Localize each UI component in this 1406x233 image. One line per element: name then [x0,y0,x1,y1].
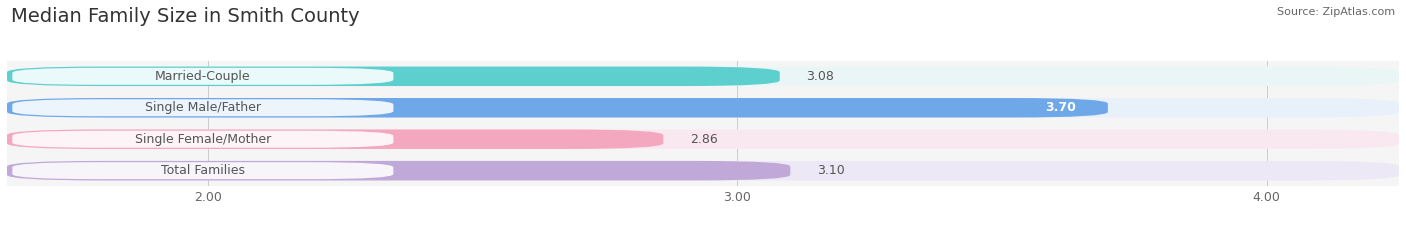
FancyBboxPatch shape [13,99,394,116]
Text: Single Female/Mother: Single Female/Mother [135,133,271,146]
FancyBboxPatch shape [13,68,394,85]
FancyBboxPatch shape [7,161,790,180]
Text: 3.70: 3.70 [1045,101,1076,114]
Text: 2.86: 2.86 [690,133,717,146]
FancyBboxPatch shape [7,130,664,149]
Text: Median Family Size in Smith County: Median Family Size in Smith County [11,7,360,26]
FancyBboxPatch shape [7,67,1399,86]
FancyBboxPatch shape [13,162,394,179]
Text: 3.10: 3.10 [817,164,845,177]
FancyBboxPatch shape [7,98,1108,117]
FancyBboxPatch shape [7,67,780,86]
FancyBboxPatch shape [7,130,1399,149]
Text: Married-Couple: Married-Couple [155,70,250,83]
Text: Source: ZipAtlas.com: Source: ZipAtlas.com [1277,7,1395,17]
Text: Single Male/Father: Single Male/Father [145,101,262,114]
FancyBboxPatch shape [7,161,1399,180]
FancyBboxPatch shape [13,131,394,148]
Text: 3.08: 3.08 [806,70,834,83]
Text: Total Families: Total Families [160,164,245,177]
FancyBboxPatch shape [7,98,1399,117]
